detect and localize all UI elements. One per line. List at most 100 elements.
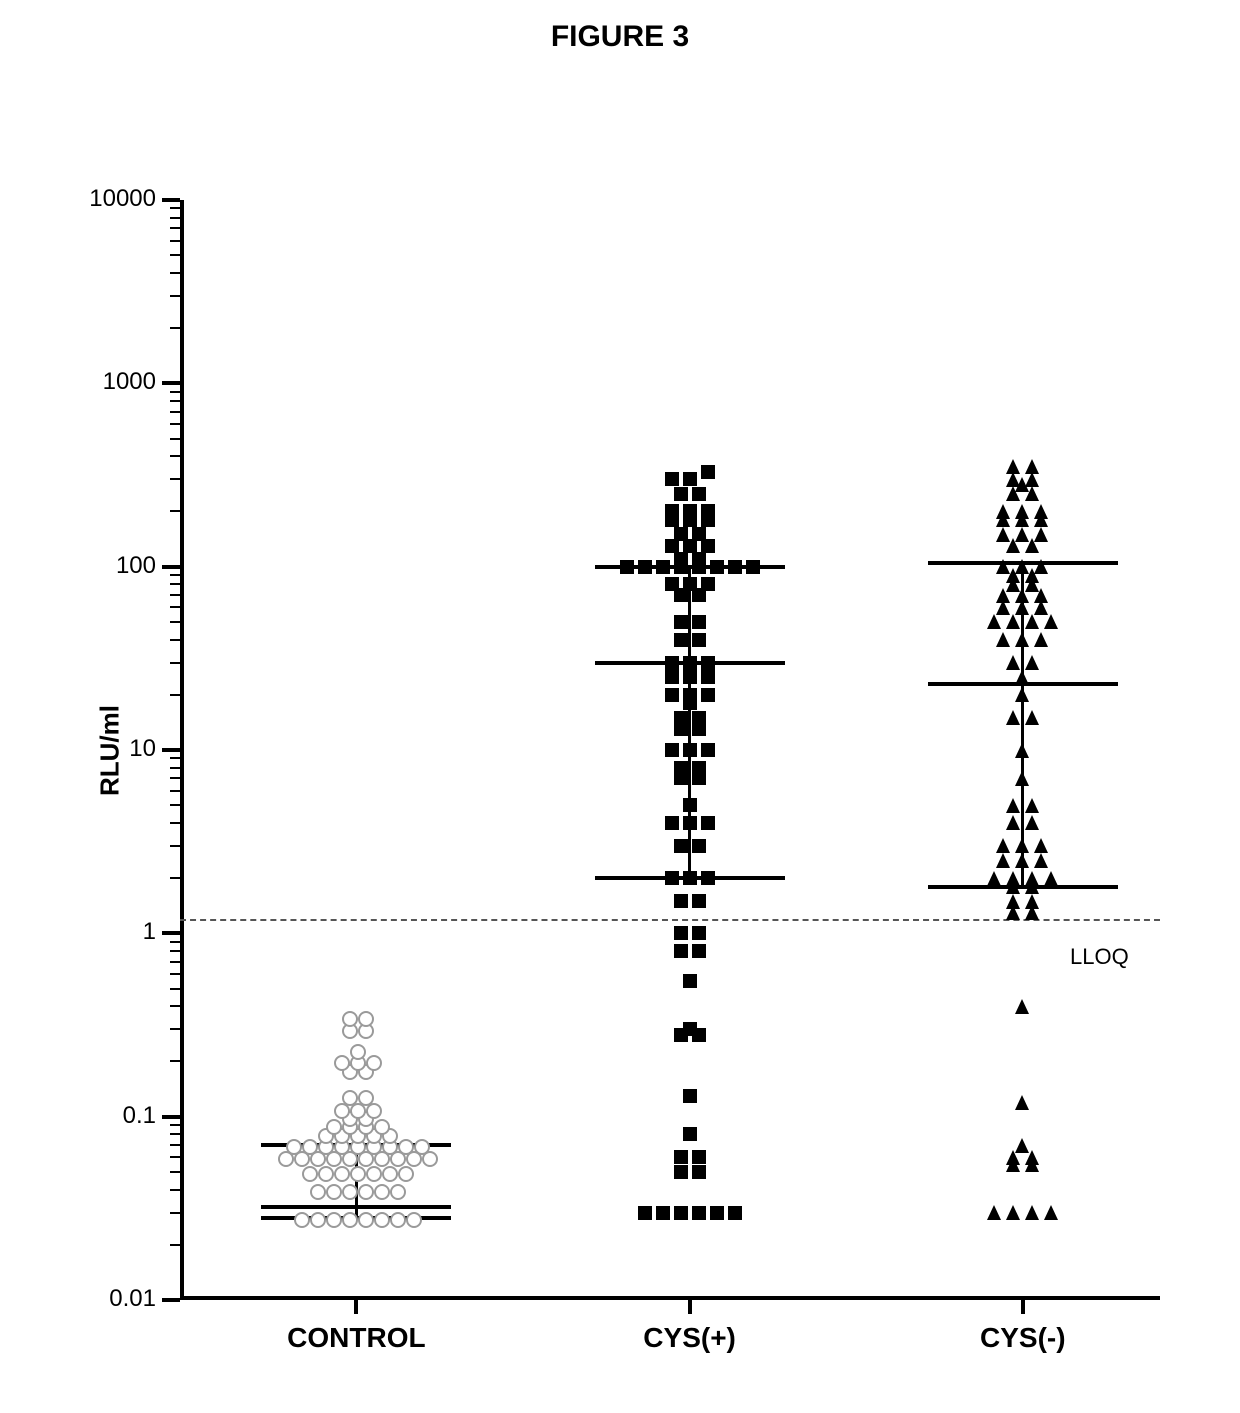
data-point bbox=[683, 472, 697, 486]
data-point bbox=[692, 1150, 706, 1164]
y-tick bbox=[162, 748, 180, 752]
data-point bbox=[1006, 1205, 1020, 1220]
y-minor-tick bbox=[170, 606, 180, 608]
data-point bbox=[710, 560, 724, 574]
data-point bbox=[1025, 871, 1039, 886]
y-minor-tick bbox=[170, 877, 180, 879]
y-minor-tick bbox=[170, 391, 180, 393]
data-point bbox=[683, 688, 697, 702]
data-point bbox=[1006, 894, 1020, 909]
data-point bbox=[1025, 459, 1039, 474]
data-point bbox=[1006, 614, 1020, 629]
data-point bbox=[987, 871, 1001, 886]
data-point bbox=[674, 1165, 688, 1179]
y-axis bbox=[180, 200, 184, 1300]
y-minor-tick bbox=[170, 950, 180, 952]
y-minor-tick bbox=[170, 757, 180, 759]
data-point bbox=[1006, 871, 1020, 886]
y-axis-label: RLU/ml bbox=[95, 651, 126, 851]
y-minor-tick bbox=[170, 400, 180, 402]
data-point bbox=[996, 853, 1010, 868]
y-minor-tick bbox=[170, 639, 180, 641]
data-point bbox=[996, 838, 1010, 853]
y-minor-tick bbox=[170, 455, 180, 457]
data-point bbox=[398, 1166, 414, 1182]
data-point bbox=[674, 552, 688, 566]
y-minor-tick bbox=[170, 574, 180, 576]
x-tick bbox=[354, 1300, 358, 1314]
x-tick bbox=[688, 1300, 692, 1314]
data-point bbox=[674, 894, 688, 908]
data-point bbox=[683, 743, 697, 757]
data-point bbox=[1044, 614, 1058, 629]
y-tick-label: 0.01 bbox=[36, 1285, 156, 1313]
data-point bbox=[683, 974, 697, 988]
data-point bbox=[406, 1212, 422, 1228]
data-point bbox=[665, 743, 679, 757]
data-point bbox=[701, 743, 715, 757]
data-point bbox=[1015, 771, 1029, 786]
data-point bbox=[342, 1184, 358, 1200]
data-point bbox=[701, 504, 715, 518]
data-point bbox=[701, 688, 715, 702]
x-tick bbox=[1021, 1300, 1025, 1314]
data-point bbox=[728, 1206, 742, 1220]
data-point bbox=[996, 559, 1010, 574]
y-minor-tick bbox=[170, 1156, 180, 1158]
data-point bbox=[683, 656, 697, 670]
error-cap-low bbox=[928, 885, 1118, 889]
data-point bbox=[326, 1184, 342, 1200]
data-point bbox=[656, 560, 670, 574]
data-point bbox=[683, 504, 697, 518]
y-minor-tick bbox=[170, 845, 180, 847]
y-tick bbox=[162, 1298, 180, 1302]
data-point bbox=[390, 1212, 406, 1228]
data-point bbox=[1006, 459, 1020, 474]
data-point bbox=[1015, 853, 1029, 868]
y-minor-tick bbox=[170, 973, 180, 975]
data-point bbox=[1025, 1205, 1039, 1220]
data-point bbox=[665, 577, 679, 591]
data-point bbox=[996, 632, 1010, 647]
y-minor-tick bbox=[170, 1212, 180, 1214]
data-point bbox=[1015, 999, 1029, 1014]
data-point bbox=[674, 711, 688, 725]
data-point bbox=[1006, 655, 1020, 670]
data-point bbox=[683, 577, 697, 591]
y-minor-tick bbox=[170, 478, 180, 480]
data-point bbox=[692, 487, 706, 501]
data-point bbox=[665, 472, 679, 486]
y-tick-label: 10000 bbox=[36, 185, 156, 213]
y-minor-tick bbox=[170, 327, 180, 329]
x-axis bbox=[180, 1296, 1160, 1300]
data-point bbox=[710, 1206, 724, 1220]
y-minor-tick bbox=[170, 621, 180, 623]
y-minor-tick bbox=[170, 423, 180, 425]
data-point bbox=[674, 944, 688, 958]
data-point bbox=[1025, 894, 1039, 909]
data-point bbox=[1015, 670, 1029, 685]
data-point bbox=[310, 1184, 326, 1200]
data-point bbox=[996, 527, 1010, 542]
data-point bbox=[382, 1166, 398, 1182]
data-point bbox=[1015, 632, 1029, 647]
y-tick bbox=[162, 198, 180, 202]
x-tick-label: CYS(-) bbox=[903, 1322, 1143, 1354]
data-point bbox=[674, 761, 688, 775]
y-minor-tick bbox=[170, 295, 180, 297]
data-point bbox=[674, 615, 688, 629]
y-minor-tick bbox=[170, 941, 180, 943]
y-minor-tick bbox=[170, 804, 180, 806]
data-point bbox=[334, 1166, 350, 1182]
y-minor-tick bbox=[170, 1244, 180, 1246]
data-point bbox=[326, 1212, 342, 1228]
data-point bbox=[701, 670, 715, 684]
y-minor-tick bbox=[170, 694, 180, 696]
data-point bbox=[620, 560, 634, 574]
data-point bbox=[701, 577, 715, 591]
data-point bbox=[358, 1011, 374, 1027]
data-point bbox=[366, 1055, 382, 1071]
data-point bbox=[683, 798, 697, 812]
plot-area: 0.010.1110100100010000CONTROLCYS(+)CYS(-… bbox=[180, 200, 1160, 1300]
data-point bbox=[390, 1184, 406, 1200]
